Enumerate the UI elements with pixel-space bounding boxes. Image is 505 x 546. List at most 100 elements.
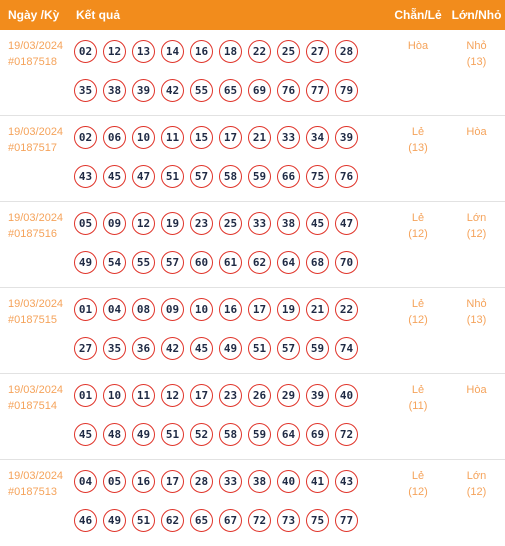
table-header: Ngày /Kỳ Kết quả Chẵn/Lẻ Lớn/Nhỏ [0, 0, 505, 30]
number-ball: 40 [335, 384, 358, 407]
ball-line: 05 09 12 19 23 25 33 38 45 47 [74, 202, 388, 237]
number-ball: 12 [103, 40, 126, 63]
number-ball: 64 [277, 251, 300, 274]
even-odd-count: (12) [408, 228, 428, 240]
number-ball: 21 [248, 126, 271, 149]
number-ball: 70 [335, 251, 358, 274]
draw-id: #0187515 [8, 314, 57, 326]
number-ball: 05 [74, 212, 97, 235]
result-cell: 04 05 16 17 28 33 38 40 41 43 46 49 51 62 65 67 72 73 75 77 [74, 460, 388, 546]
number-ball: 75 [306, 509, 329, 532]
big-small-value: Hòa [466, 126, 487, 138]
number-ball: 59 [306, 337, 329, 360]
number-ball: 77 [306, 79, 329, 102]
number-ball: 42 [161, 79, 184, 102]
number-ball: 40 [277, 470, 300, 493]
number-ball: 33 [219, 470, 242, 493]
draw-date-cell: 19/03/2024 #0187516 [0, 202, 74, 287]
number-ball: 51 [161, 165, 184, 188]
draw-date: 19/03/2024 [8, 470, 64, 482]
ball-line: 43 45 47 51 57 58 59 66 75 76 [74, 151, 388, 202]
table-row: 19/03/2024 #0187516 05 09 12 19 23 25 33 38 45 47 49… [0, 202, 505, 288]
number-ball: 65 [219, 79, 242, 102]
number-ball: 55 [132, 251, 155, 274]
number-ball: 13 [132, 40, 155, 63]
number-ball: 09 [161, 298, 184, 321]
number-ball: 51 [161, 423, 184, 446]
even-odd-value: Lẻ [411, 470, 425, 482]
number-ball: 04 [103, 298, 126, 321]
number-ball: 57 [190, 165, 213, 188]
number-ball: 16 [132, 470, 155, 493]
number-ball: 47 [335, 212, 358, 235]
draw-date-cell: 19/03/2024 #0187514 [0, 374, 74, 459]
ball-line: 02 12 13 14 16 18 22 25 27 28 [74, 30, 388, 65]
number-ball: 52 [190, 423, 213, 446]
number-ball: 57 [277, 337, 300, 360]
big-small-value: Lớn [466, 470, 487, 482]
number-ball: 16 [190, 40, 213, 63]
even-odd-cell: Lẻ (12) [388, 288, 448, 373]
draw-date-cell: 19/03/2024 #0187517 [0, 116, 74, 201]
big-small-count: (12) [466, 228, 487, 240]
header-date: Ngày /Kỳ [8, 8, 60, 22]
number-ball: 38 [248, 470, 271, 493]
big-small-count: (13) [466, 56, 487, 68]
number-ball: 66 [277, 165, 300, 188]
ball-line: 01 04 08 09 10 16 17 19 21 22 [74, 288, 388, 323]
number-ball: 15 [190, 126, 213, 149]
header-big-small: Lớn/Nhỏ [451, 8, 502, 22]
number-ball: 74 [335, 337, 358, 360]
number-ball: 14 [161, 40, 184, 63]
number-ball: 49 [103, 509, 126, 532]
draw-date-cell: 19/03/2024 #0187515 [0, 288, 74, 373]
number-ball: 25 [219, 212, 242, 235]
result-cell: 02 12 13 14 16 18 22 25 27 28 35 38 39 42 55 65 69 76 77 79 [74, 30, 388, 115]
draw-date-cell: 19/03/2024 #0187513 [0, 460, 74, 546]
number-ball: 10 [132, 126, 155, 149]
number-ball: 34 [306, 126, 329, 149]
number-ball: 67 [219, 509, 242, 532]
number-ball: 45 [74, 423, 97, 446]
draw-id: #0187517 [8, 142, 57, 154]
number-ball: 09 [103, 212, 126, 235]
draw-date: 19/03/2024 [8, 384, 64, 396]
number-ball: 19 [277, 298, 300, 321]
big-small-cell: Hòa [448, 116, 505, 201]
number-ball: 43 [74, 165, 97, 188]
number-ball: 18 [219, 40, 242, 63]
number-ball: 02 [74, 126, 97, 149]
number-ball: 23 [219, 384, 242, 407]
draw-date: 19/03/2024 [8, 212, 64, 224]
number-ball: 64 [277, 423, 300, 446]
number-ball: 28 [190, 470, 213, 493]
number-ball: 59 [248, 423, 271, 446]
number-ball: 51 [132, 509, 155, 532]
number-ball: 45 [306, 212, 329, 235]
number-ball: 17 [190, 384, 213, 407]
number-ball: 45 [190, 337, 213, 360]
number-ball: 77 [335, 509, 358, 532]
number-ball: 39 [306, 384, 329, 407]
number-ball: 68 [306, 251, 329, 274]
number-ball: 54 [103, 251, 126, 274]
number-ball: 45 [103, 165, 126, 188]
table-row: 19/03/2024 #0187515 01 04 08 09 10 16 17 19 21 22 27… [0, 288, 505, 374]
big-small-value: Nhỏ [466, 40, 487, 52]
big-small-cell: Lớn (12) [448, 202, 505, 287]
big-small-cell: Lớn (12) [448, 460, 505, 546]
ball-line: 46 49 51 62 65 67 72 73 75 77 [74, 495, 388, 546]
number-ball: 76 [335, 165, 358, 188]
number-ball: 43 [335, 470, 358, 493]
ball-line: 35 38 39 42 55 65 69 76 77 79 [74, 65, 388, 116]
even-odd-cell: Hòa [388, 30, 448, 115]
draw-id: #0187514 [8, 400, 57, 412]
number-ball: 39 [335, 126, 358, 149]
number-ball: 27 [74, 337, 97, 360]
number-ball: 04 [74, 470, 97, 493]
result-cell: 01 04 08 09 10 16 17 19 21 22 27 35 36 42 45 49 51 57 59 74 [74, 288, 388, 373]
big-small-count: (12) [466, 486, 487, 498]
number-ball: 38 [103, 79, 126, 102]
table-row: 19/03/2024 #0187518 02 12 13 14 16 18 22 25 27 28 35… [0, 30, 505, 116]
number-ball: 60 [190, 251, 213, 274]
